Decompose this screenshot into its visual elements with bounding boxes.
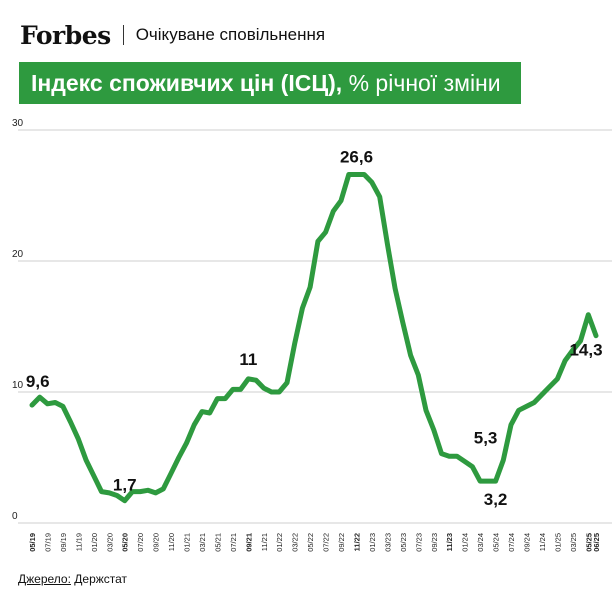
x-tick-label: 11/22 xyxy=(352,533,361,551)
x-tick-label: 11/24 xyxy=(538,533,547,551)
x-tick-label: 11/23 xyxy=(445,533,454,551)
x-tick-label: 03/24 xyxy=(476,533,485,552)
x-tick-label: 07/21 xyxy=(229,533,238,552)
y-tick-label: 0 xyxy=(12,511,18,522)
x-tick-label: 05/19 xyxy=(28,533,37,552)
x-tick-label: 01/21 xyxy=(183,533,192,552)
x-tick-label: 11/20 xyxy=(167,533,176,551)
source-value: Держстат xyxy=(74,572,128,586)
x-tick-label: 07/23 xyxy=(414,533,423,552)
x-tick-label: 03/21 xyxy=(198,533,207,552)
x-tick-label: 05/22 xyxy=(306,533,315,552)
data-label: 3,2 xyxy=(484,490,508,509)
x-tick-label: 01/23 xyxy=(368,533,377,552)
x-tick-label: 03/22 xyxy=(291,533,300,552)
x-tick-label: 07/24 xyxy=(507,533,516,552)
x-tick-label: 09/21 xyxy=(244,533,253,552)
x-tick-label: 09/23 xyxy=(430,533,439,552)
forbes-logo: Forbes xyxy=(20,20,111,50)
cpi-line-chart: 0 10 20 30 05/19 07/19 09/19 11/19 01/20 03/20 05/… xyxy=(12,118,612,552)
data-label: 14,3 xyxy=(569,341,602,360)
x-tick-label: 07/22 xyxy=(322,533,331,552)
x-tick-label: 11/21 xyxy=(260,533,269,551)
x-tick-label: 01/24 xyxy=(461,533,470,552)
data-label: 5,3 xyxy=(474,429,498,448)
data-label: 11 xyxy=(239,350,257,369)
source-label: Джерело: xyxy=(18,572,71,586)
chart-title-suffix: % річної зміни xyxy=(348,69,501,96)
x-tick-label: 09/20 xyxy=(152,533,161,552)
data-label: 1,7 xyxy=(113,476,137,495)
cpi-series-line xyxy=(29,172,599,504)
x-tick-label: 05/24 xyxy=(492,533,501,552)
header-divider xyxy=(122,25,124,45)
x-tick-label: 01/20 xyxy=(90,533,99,552)
x-tick-label: 03/25 xyxy=(569,533,578,552)
x-tick-label: 03/20 xyxy=(105,533,114,552)
data-label: 9,6 xyxy=(26,372,50,391)
brand-header: Forbes Очікуване сповільнення xyxy=(20,18,325,52)
x-tick-label: 05/21 xyxy=(213,533,222,552)
y-tick-label: 20 xyxy=(12,249,24,260)
x-tick-label: 09/19 xyxy=(59,533,68,552)
x-tick-label: 09/22 xyxy=(337,533,346,552)
x-tick-label: 05/25 xyxy=(584,533,593,552)
y-tick-label: 10 xyxy=(12,380,24,391)
x-tick-label: 09/24 xyxy=(522,533,531,552)
header-subtitle: Очікуване сповільнення xyxy=(135,25,326,44)
chart-title-banner: Індекс споживчих цін (ІСЦ), % річної змі… xyxy=(19,62,521,104)
x-tick-label: 05/20 xyxy=(121,533,130,552)
data-label: 26,6 xyxy=(340,148,373,167)
x-tick-label: 01/25 xyxy=(553,533,562,552)
x-tick-label: 01/22 xyxy=(275,533,284,552)
x-tick-label: 07/20 xyxy=(136,533,145,552)
x-tick-label: 06/25 xyxy=(592,533,601,552)
source-note: Джерело: Держстат xyxy=(18,572,127,586)
x-tick-label: 11/19 xyxy=(74,533,83,551)
x-tick-label: 07/19 xyxy=(43,533,52,552)
y-tick-label: 30 xyxy=(12,118,24,129)
x-tick-label: 05/23 xyxy=(399,533,408,552)
chart-title-main: Індекс споживчих цін (ІСЦ), xyxy=(31,69,343,96)
x-tick-label: 03/23 xyxy=(383,533,392,552)
